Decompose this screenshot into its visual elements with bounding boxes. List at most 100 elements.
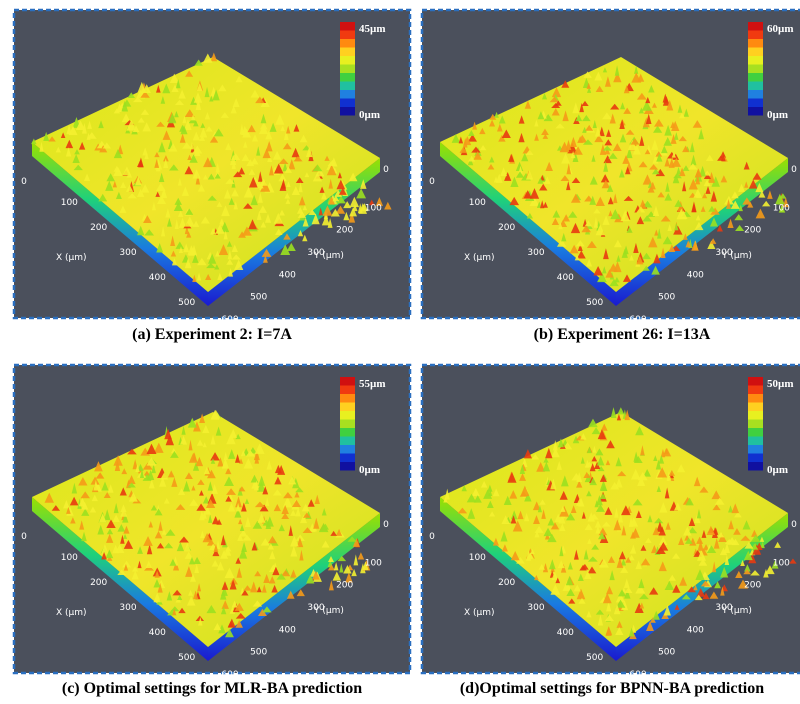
y-tick-label: 600: [221, 670, 238, 680]
colorbar-swatch: [748, 394, 763, 403]
colorbar-swatch: [340, 420, 355, 429]
figure: 45µm 0µm 0 100 200 300 400 500 600 0 100 200 300 400 5…: [0, 0, 800, 704]
x-tick-label: 300: [119, 603, 136, 613]
x-tick-label: 300: [527, 603, 544, 613]
colorbar-swatch: [340, 377, 355, 386]
x-tick-label: 0: [429, 177, 435, 187]
panel: 45µm0µm010020030040050060001002003004005…: [14, 10, 410, 333]
x-axis-label: X (µm): [56, 253, 87, 263]
panel-caption: (b) Experiment 26: I=13A: [534, 326, 711, 343]
y-tick-label: 0: [791, 520, 797, 530]
colorbar-swatch: [748, 454, 763, 463]
y-tick-label: 0: [383, 165, 389, 175]
y-tick-label: 0: [383, 520, 389, 530]
y-tick-label: 200: [744, 226, 761, 236]
colorbar-swatch: [748, 445, 763, 454]
colorbar-min-label: 0µm: [359, 464, 380, 476]
y-tick-label: 600: [629, 670, 646, 680]
x-tick-label: 400: [149, 273, 166, 283]
x-tick-label: 400: [557, 273, 574, 283]
y-tick-label: 100: [773, 558, 790, 568]
y-tick-label: 600: [629, 315, 646, 325]
colorbar-swatch: [748, 48, 763, 57]
x-tick-label: 400: [149, 628, 166, 638]
colorbar-swatch: [340, 48, 355, 57]
y-tick-label: 100: [365, 203, 382, 213]
x-axis-label: X (µm): [464, 608, 495, 618]
colorbar-swatch: [748, 107, 763, 116]
colorbar-max-label: 50µm: [767, 378, 794, 390]
x-tick-label: 500: [178, 298, 195, 308]
colorbar-swatch: [340, 411, 355, 420]
x-tick-label: 300: [527, 248, 544, 258]
y-tick-label: 200: [336, 581, 353, 591]
colorbar-swatch: [340, 90, 355, 99]
x-tick-label: 100: [469, 198, 486, 208]
colorbar-swatch: [748, 22, 763, 31]
colorbar-max-label: 45µm: [359, 23, 386, 35]
colorbar-swatch: [748, 386, 763, 395]
y-tick-label: 400: [687, 270, 704, 280]
y-tick-label: 400: [279, 625, 296, 635]
y-tick-label: 500: [658, 648, 675, 658]
y-axis-label: Y (µm): [721, 251, 752, 261]
colorbar-swatch: [340, 39, 355, 48]
colorbar-swatch: [340, 462, 355, 471]
colorbar-swatch: [340, 65, 355, 74]
colorbar-swatch: [748, 73, 763, 82]
colorbar-swatch: [340, 394, 355, 403]
y-tick-label: 200: [336, 226, 353, 236]
x-tick-label: 200: [90, 223, 107, 233]
colorbar-swatch: [340, 445, 355, 454]
colorbar-swatch: [340, 56, 355, 65]
x-tick-label: 100: [61, 198, 78, 208]
colorbar-swatch: [748, 411, 763, 420]
y-tick-label: 100: [773, 203, 790, 213]
colorbar-min-label: 0µm: [767, 109, 788, 121]
panel: 55µm0µm010020030040050060001002003004005…: [14, 365, 410, 688]
colorbar-swatch: [340, 403, 355, 412]
colorbar-swatch: [340, 22, 355, 31]
y-axis-label: Y (µm): [721, 606, 752, 616]
y-tick-label: 600: [221, 315, 238, 325]
x-axis-label: X (µm): [464, 253, 495, 263]
colorbar-swatch: [748, 99, 763, 108]
colorbar-max-label: 55µm: [359, 378, 386, 390]
panel-caption: (c) Optimal settings for MLR-BA predicti…: [62, 680, 362, 697]
x-tick-label: 500: [586, 298, 603, 308]
colorbar-swatch: [340, 31, 355, 40]
colorbar-swatch: [748, 90, 763, 99]
y-tick-label: 400: [279, 270, 296, 280]
colorbar-swatch: [340, 82, 355, 91]
x-tick-label: 0: [21, 177, 27, 187]
colorbar-swatch: [748, 428, 763, 437]
colorbar-swatch: [748, 82, 763, 91]
colorbar-swatch: [748, 31, 763, 40]
colorbar-swatch: [340, 73, 355, 82]
colorbar-swatch: [748, 377, 763, 386]
x-tick-label: 100: [469, 553, 486, 563]
colorbar-swatch: [340, 437, 355, 446]
y-axis-label: Y (µm): [313, 251, 344, 261]
colorbar-swatch: [748, 65, 763, 74]
colorbar-swatch: [748, 403, 763, 412]
panel: 50µm0µm010020030040050060001002003004005…: [422, 365, 800, 688]
x-tick-label: 300: [119, 248, 136, 258]
colorbar-swatch: [340, 428, 355, 437]
panel: 60µm0µm010020030040050060001002003004005…: [422, 10, 800, 333]
y-tick-label: 500: [658, 293, 675, 303]
colorbar-swatch: [748, 420, 763, 429]
colorbar-swatch: [340, 454, 355, 463]
x-tick-label: 100: [61, 553, 78, 563]
y-axis-label: Y (µm): [313, 606, 344, 616]
colorbar-min-label: 0µm: [767, 464, 788, 476]
y-tick-label: 0: [791, 165, 797, 175]
x-tick-label: 200: [498, 578, 515, 588]
colorbar-min-label: 0µm: [359, 109, 380, 121]
colorbar-swatch: [748, 39, 763, 48]
x-tick-label: 400: [557, 628, 574, 638]
colorbar-swatch: [748, 437, 763, 446]
colorbar-swatch: [340, 386, 355, 395]
y-tick-label: 500: [250, 293, 267, 303]
panel-caption: (d)Optimal settings for BPNN-BA predicti…: [460, 680, 764, 697]
